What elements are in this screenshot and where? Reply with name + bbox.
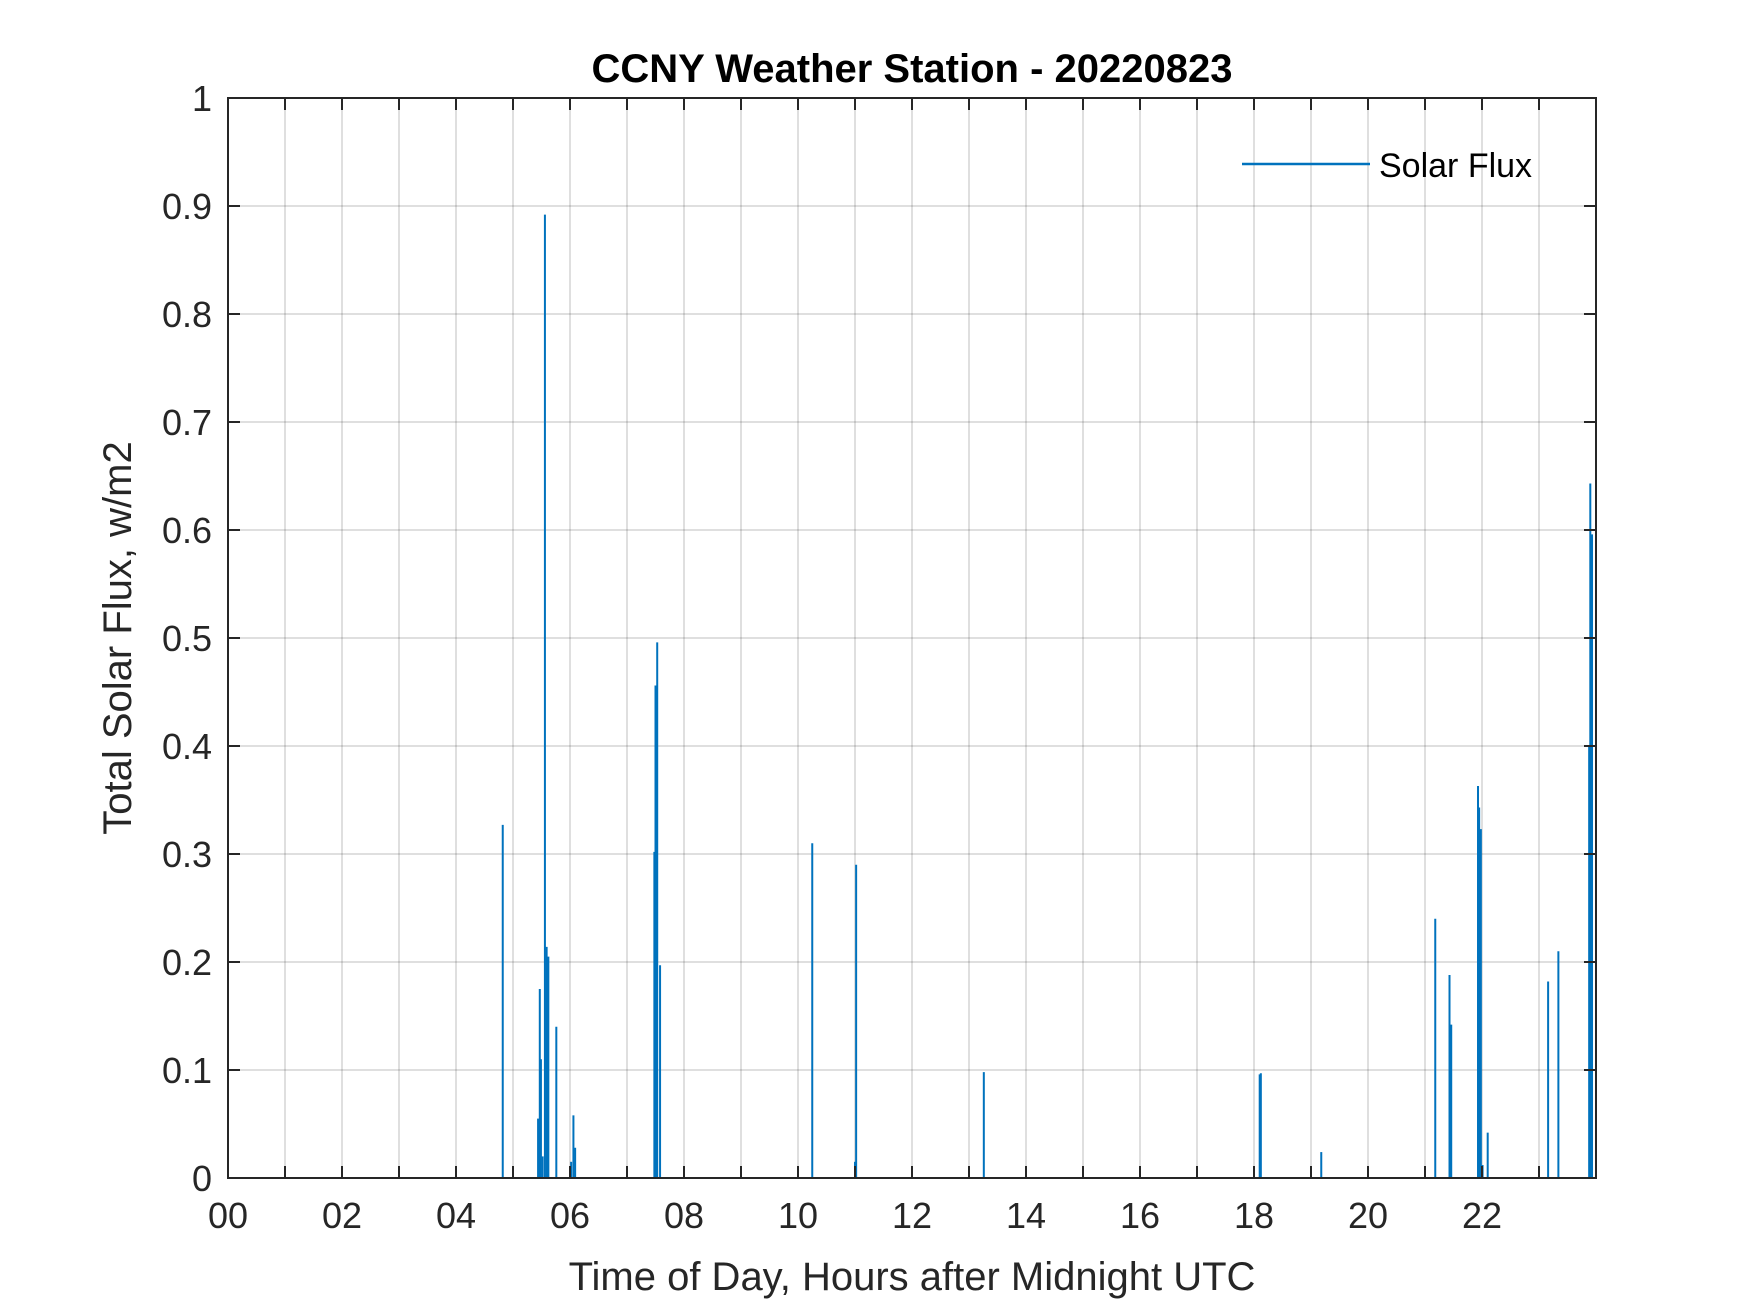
y-tick-label: 0.9 [162, 186, 212, 227]
x-tick-label: 02 [322, 1195, 362, 1236]
y-tick-label: 0.3 [162, 834, 212, 875]
y-tick-label: 0.1 [162, 1050, 212, 1091]
x-tick-label: 14 [1006, 1195, 1046, 1236]
plot-area [228, 98, 1596, 1178]
axes-box [227, 97, 1597, 1179]
y-tick-label: 0.8 [162, 294, 212, 335]
y-tick-label: 0.6 [162, 510, 212, 551]
x-axis-label: Time of Day, Hours after Midnight UTC [569, 1255, 1256, 1299]
legend: Solar Flux [1242, 147, 1532, 185]
legend-label-solar-flux: Solar Flux [1379, 147, 1532, 185]
grid [228, 98, 1596, 1178]
y-axis-label: Total Solar Flux, w/m2 [96, 441, 140, 834]
x-tick-label: 22 [1462, 1195, 1502, 1236]
y-tick-label: 0.4 [162, 726, 212, 767]
y-tick-label: 0 [192, 1158, 212, 1199]
y-tick-label: 0.2 [162, 942, 212, 983]
x-tick-label: 04 [436, 1195, 476, 1236]
x-tick-label: 12 [892, 1195, 932, 1236]
x-tick-label: 00 [208, 1195, 248, 1236]
x-tick-label: 16 [1120, 1195, 1160, 1236]
tick-labels: 00 02 04 06 08 10 12 14 16 18 20 22 0 0.1 0.2 0.3 0.4 0.5… [162, 78, 1502, 1236]
series-solar-flux [501, 214, 1594, 1178]
y-tick-label: 0.5 [162, 618, 212, 659]
y-tick-label: 0.7 [162, 402, 212, 443]
x-tick-label: 18 [1234, 1195, 1274, 1236]
x-tick-label: 10 [778, 1195, 818, 1236]
x-tick-label: 06 [550, 1195, 590, 1236]
x-tick-label: 20 [1348, 1195, 1388, 1236]
y-tick-label: 1 [192, 78, 212, 119]
chart-title: CCNY Weather Station - 20220823 [592, 47, 1233, 91]
x-tick-label: 08 [664, 1195, 704, 1236]
